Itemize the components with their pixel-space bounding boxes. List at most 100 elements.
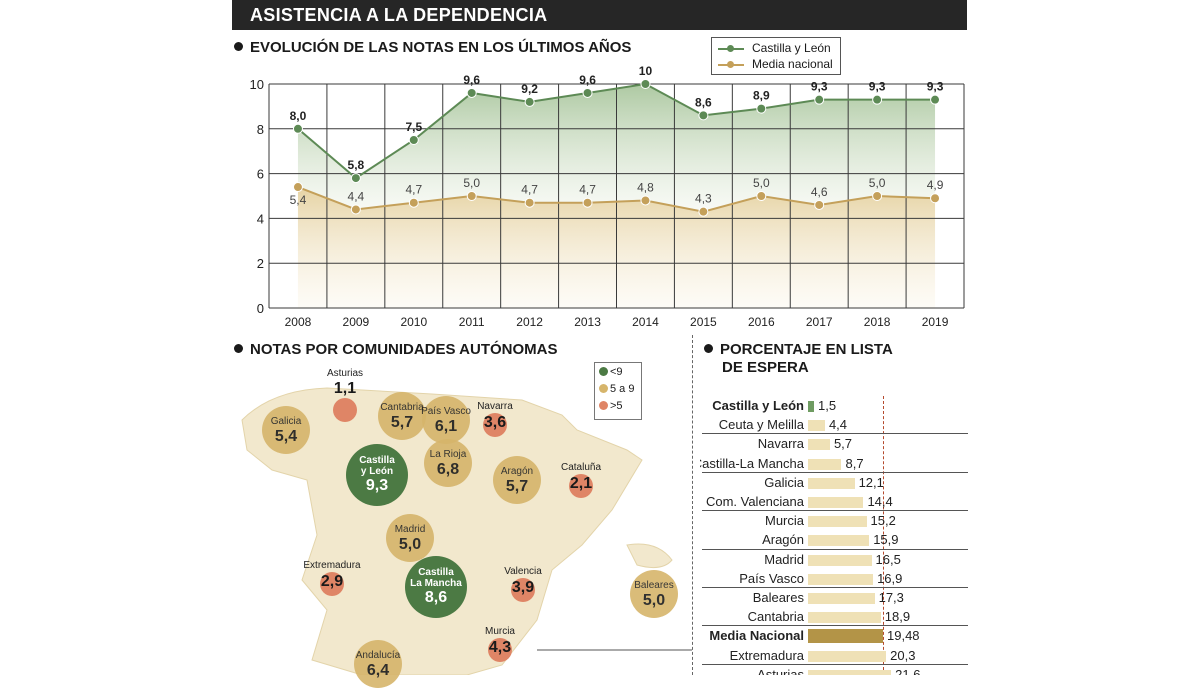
row-label: Com. Valenciana [705, 494, 804, 509]
region-value: 2,1 [569, 475, 593, 492]
evolution-section-title: EVOLUCIÓN DE LAS NOTAS EN LOS ÚLTIMOS AÑ… [234, 38, 631, 58]
row-value: 17,3 [878, 590, 904, 605]
waiting-bar [808, 629, 883, 644]
row-label: Baleares [752, 590, 804, 605]
waiting-list-row: Castilla y León 1,5 [700, 396, 968, 415]
region-value: 5,7 [390, 414, 414, 431]
waiting-list-row: Murcia 15,2 [700, 511, 968, 530]
row-label: Media Nacional [709, 628, 804, 644]
media-data-label: 4,8 [637, 180, 654, 194]
media-line [297, 186, 936, 213]
row-value: 15,9 [873, 532, 899, 548]
waiting-list-row: Aragón 15,9 [700, 530, 968, 549]
region-value: 6,1 [434, 418, 458, 435]
castilla-point [582, 87, 593, 98]
row-value: 18,9 [884, 609, 911, 625]
region-bubble: Galicia 5,4 [262, 406, 310, 454]
row-value: 12,1 [858, 474, 884, 490]
media-point [640, 195, 651, 206]
spain-bubble-map: Asturias 1,1 Galicia 5,4 Cantabria 5,7 País Va… [232, 360, 692, 688]
line-chart-legend: Castilla y León Media nacional [711, 37, 841, 75]
region-bubble: Cantabria 5,7 [378, 392, 426, 440]
region-value: 9,3 [365, 477, 389, 494]
x-tick-label: 2018 [864, 315, 891, 329]
castilla-data-label: 9,3 [927, 80, 944, 94]
castilla-line [297, 82, 936, 180]
castilla-point [756, 103, 767, 114]
y-tick-label: 2 [257, 256, 264, 271]
waiting-section-title: PORCENTAJE EN LISTA [704, 340, 893, 360]
region-value: 2,9 [320, 573, 344, 590]
castilla-data-label: 7,5 [405, 120, 422, 134]
media-data-label: 4,3 [695, 192, 712, 206]
region-name: Navarra [477, 401, 513, 412]
media-point [930, 193, 941, 204]
row-label: Navarra [757, 436, 804, 452]
x-tick-label: 2014 [632, 315, 659, 329]
map-legend-item-red: >5 [599, 400, 623, 412]
row-label: Murcia [764, 513, 804, 529]
x-tick-label: 2008 [285, 315, 312, 329]
region-name: Cantabria [380, 402, 424, 413]
region-value: 3,9 [511, 579, 535, 596]
castilla-point [698, 110, 709, 121]
row-value: 4,4 [828, 417, 848, 433]
waiting-bar [808, 401, 814, 412]
castilla-data-label: 9,6 [463, 73, 480, 87]
castilla-data-label: 8,6 [695, 95, 712, 109]
waiting-list-bar-chart: Castilla y León 1,5 Ceuta y Melilla 4,4 Nava… [700, 396, 968, 675]
region-bubble: Aragón 5,7 [493, 456, 541, 504]
media-data-label: 5,4 [290, 193, 307, 207]
spain-map-shape [241, 387, 692, 675]
header-bar: ASISTENCIA A LA DEPENDENCIA [232, 0, 967, 30]
media-data-label: 4,9 [927, 178, 944, 192]
region-name: País Vasco [421, 406, 471, 417]
waiting-bar [808, 573, 874, 585]
x-tick-label: 2013 [574, 315, 601, 329]
region-value: 6,8 [436, 461, 460, 478]
waiting-list-row: Cantabria 18,9 [700, 607, 968, 626]
region-value: 6,4 [366, 662, 390, 679]
region-bubble: Madrid 5,0 [386, 514, 434, 562]
media-data-label: 4,7 [405, 183, 422, 197]
castilla-point [814, 94, 825, 105]
region-value: 5,0 [398, 536, 422, 553]
y-tick-label: 10 [250, 77, 264, 92]
legend-label-castilla: Castilla y León [752, 41, 831, 55]
media-data-label: 4,7 [579, 183, 596, 197]
row-value: 21,6 [895, 666, 921, 675]
castilla-data-label: 8,9 [753, 89, 770, 103]
regions-section-title: NOTAS POR COMUNIDADES AUTÓNOMAS [234, 340, 558, 360]
waiting-list-row: Ceuta y Melilla 4,4 [700, 415, 968, 434]
region-bubble: Andalucía 6,4 [354, 640, 402, 688]
row-separator [702, 548, 968, 550]
waiting-list-row: Media Nacional 19,48 [700, 626, 968, 645]
waiting-bar [808, 420, 825, 432]
region-bubble: Extremadura 2,9 [303, 560, 361, 596]
region-name: Extremadura [303, 560, 361, 571]
y-tick-label: 4 [257, 211, 264, 226]
bullet-icon [234, 344, 243, 353]
row-separator [702, 510, 968, 512]
row-value: 1,5 [818, 398, 837, 413]
castilla-point [350, 173, 361, 184]
row-label: Aragón [762, 532, 804, 548]
row-label: Cantabria [747, 609, 804, 625]
y-tick-label: 8 [257, 122, 264, 137]
row-value: 5,7 [833, 436, 853, 452]
row-value: 20,3 [890, 647, 916, 663]
waiting-bar [808, 458, 842, 470]
waiting-list-row: Galicia 12,1 [700, 473, 968, 492]
castilla-data-label: 9,3 [869, 80, 886, 94]
region-bubble: Asturias 1,1 [327, 368, 363, 422]
row-value: 19,48 [887, 628, 920, 644]
legend-dot-media [727, 61, 734, 68]
x-tick-label: 2010 [400, 315, 427, 329]
waiting-bar [808, 535, 870, 547]
waiting-list-row: Asturias 21,6 [700, 665, 968, 675]
media-point [350, 204, 361, 215]
region-bubble: Castilla y León 9,3 [346, 444, 408, 506]
row-value: 16,5 [875, 551, 901, 567]
media-data-label: 5,0 [869, 176, 886, 190]
region-name: Madrid [394, 524, 426, 535]
